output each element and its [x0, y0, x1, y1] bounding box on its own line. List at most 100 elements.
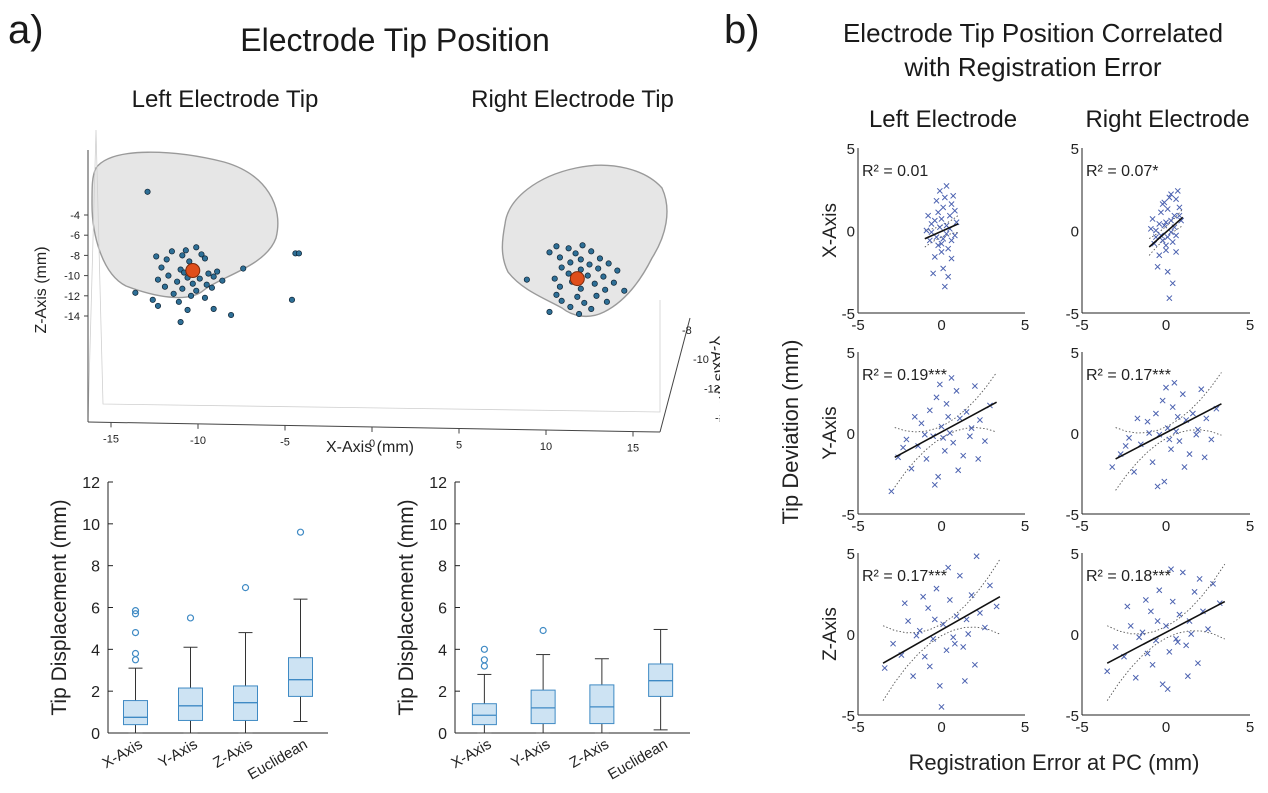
- y-tick-label: 6: [438, 601, 447, 618]
- outlier-point: [539, 626, 547, 635]
- scatter-point: [1104, 668, 1111, 675]
- right-electrode-column-label: Right Electrode: [1085, 106, 1250, 133]
- scatter-point: [1164, 206, 1171, 213]
- scatter-y-tick: 5: [1071, 141, 1079, 158]
- scatter-point: [1134, 415, 1141, 422]
- r2-annotation: R² = 0.17***: [1086, 367, 1171, 384]
- panel-a-title: Electrode Tip Position: [240, 22, 550, 58]
- scatter-point: [943, 182, 950, 189]
- scatter-point: [981, 624, 988, 631]
- scatter-point: [1171, 379, 1178, 386]
- 3d-box-frame: [87, 129, 661, 423]
- scatter-x-tick: 5: [1246, 317, 1254, 334]
- tip-point: [193, 244, 200, 251]
- tip-point: [579, 242, 586, 249]
- scatter-y-tick: 5: [847, 141, 855, 158]
- y-tick-label: 12: [82, 475, 100, 492]
- right-displacement-boxplot: 0 2 4 6 8 10 12 Tip Displacement (mm) X-Axis Y-Ax…: [395, 475, 690, 783]
- scatter-y-tick: 0: [847, 627, 855, 644]
- scatter-point: [973, 553, 980, 560]
- scatter-point: [935, 473, 942, 480]
- scatter-point: [938, 215, 945, 222]
- scatter-point: [921, 431, 928, 438]
- scatter-point: [971, 661, 978, 668]
- z-tick-label: -14: [64, 311, 80, 323]
- scatter-point: [936, 381, 943, 388]
- scatter-point: [1127, 622, 1134, 629]
- scatter-point: [1154, 483, 1161, 490]
- regression-line: [1106, 600, 1226, 664]
- scatter-point: [945, 413, 952, 420]
- scatter-point: [1169, 598, 1176, 605]
- tip-point: [558, 297, 565, 304]
- scatter-grid-y-label: Tip Deviation (mm): [778, 340, 803, 525]
- scatter-point: [1147, 608, 1154, 615]
- scatter-point: [1156, 252, 1163, 259]
- scatter-point: [1163, 247, 1169, 254]
- scatter-point: [1210, 580, 1216, 587]
- scatter-point: [1132, 674, 1139, 681]
- scatter-point: [926, 237, 933, 244]
- scatter-point: [930, 270, 937, 277]
- scatter-x-tick: 0: [1162, 317, 1170, 334]
- tip-point: [602, 286, 609, 293]
- scatter-point: [1164, 425, 1171, 432]
- tip-point: [565, 270, 572, 277]
- scatter-point: [950, 634, 957, 641]
- outlier-point: [480, 662, 488, 670]
- scatter-point: [960, 452, 967, 459]
- tip-point: [201, 294, 209, 301]
- y-tick-label: 2: [91, 684, 100, 701]
- tip-point: [214, 268, 221, 275]
- scatter-point: [888, 488, 895, 495]
- z-tick-label: -12: [64, 291, 80, 303]
- outlier-point: [186, 614, 195, 622]
- confidence-band-upper: [894, 372, 997, 433]
- scatter-point: [943, 230, 950, 237]
- tip-point: [553, 291, 560, 298]
- scatter-point: [1184, 673, 1191, 680]
- tip-point: [132, 289, 139, 296]
- scatter-x-tick: 5: [1246, 719, 1254, 736]
- tip-point: [574, 293, 581, 300]
- tip-point: [165, 272, 172, 279]
- tip-position-3d-plot: -15 -10 -5 0 5 10 15 -4 -6 -8 -10 -12 -14 -8 -10 -12 -14…: [33, 129, 720, 456]
- confidence-band-lower: [1148, 225, 1184, 256]
- y-tick-label: 4: [91, 642, 100, 659]
- scatter-point: [1176, 204, 1183, 211]
- scatter-y-tick: 0: [1071, 426, 1079, 443]
- y-tick-label: 10: [82, 517, 100, 534]
- scatter-point: [1166, 436, 1173, 443]
- category-label: X-Axis: [448, 736, 494, 772]
- tip-point: [556, 283, 563, 290]
- tip-point: [288, 296, 296, 303]
- r2-annotation: R² = 0.17***: [862, 568, 947, 585]
- tip-point: [154, 276, 162, 283]
- scatter-point: [916, 627, 923, 634]
- scatter-point: [1186, 451, 1193, 458]
- regression-line: [924, 223, 959, 240]
- y-axis-line: [659, 317, 691, 433]
- scatter-point: [951, 640, 958, 647]
- scatter-point: [968, 425, 975, 432]
- scatter-point: [1166, 648, 1173, 655]
- scatter-point: [923, 227, 930, 234]
- scatter-point: [941, 283, 948, 290]
- outlier-point: [131, 649, 140, 658]
- tip-point: [175, 298, 182, 305]
- scatter-point: [1164, 268, 1171, 275]
- scatter-point: [1196, 575, 1203, 582]
- scatter-point: [1164, 234, 1171, 241]
- tip-point: [553, 243, 560, 250]
- y-tick-label: 0: [438, 726, 447, 743]
- tip-point: [567, 303, 574, 310]
- scatter-point: [1156, 587, 1163, 594]
- scatter-x-tick: -5: [1075, 317, 1088, 334]
- scatter-point: [1144, 418, 1151, 425]
- tip-point: [184, 306, 191, 313]
- y-tick-label: 6: [91, 601, 100, 618]
- box-iqr: [123, 700, 148, 726]
- tip-point: [588, 305, 595, 312]
- scatter-point: [1126, 434, 1132, 441]
- scatter-point: [941, 447, 948, 454]
